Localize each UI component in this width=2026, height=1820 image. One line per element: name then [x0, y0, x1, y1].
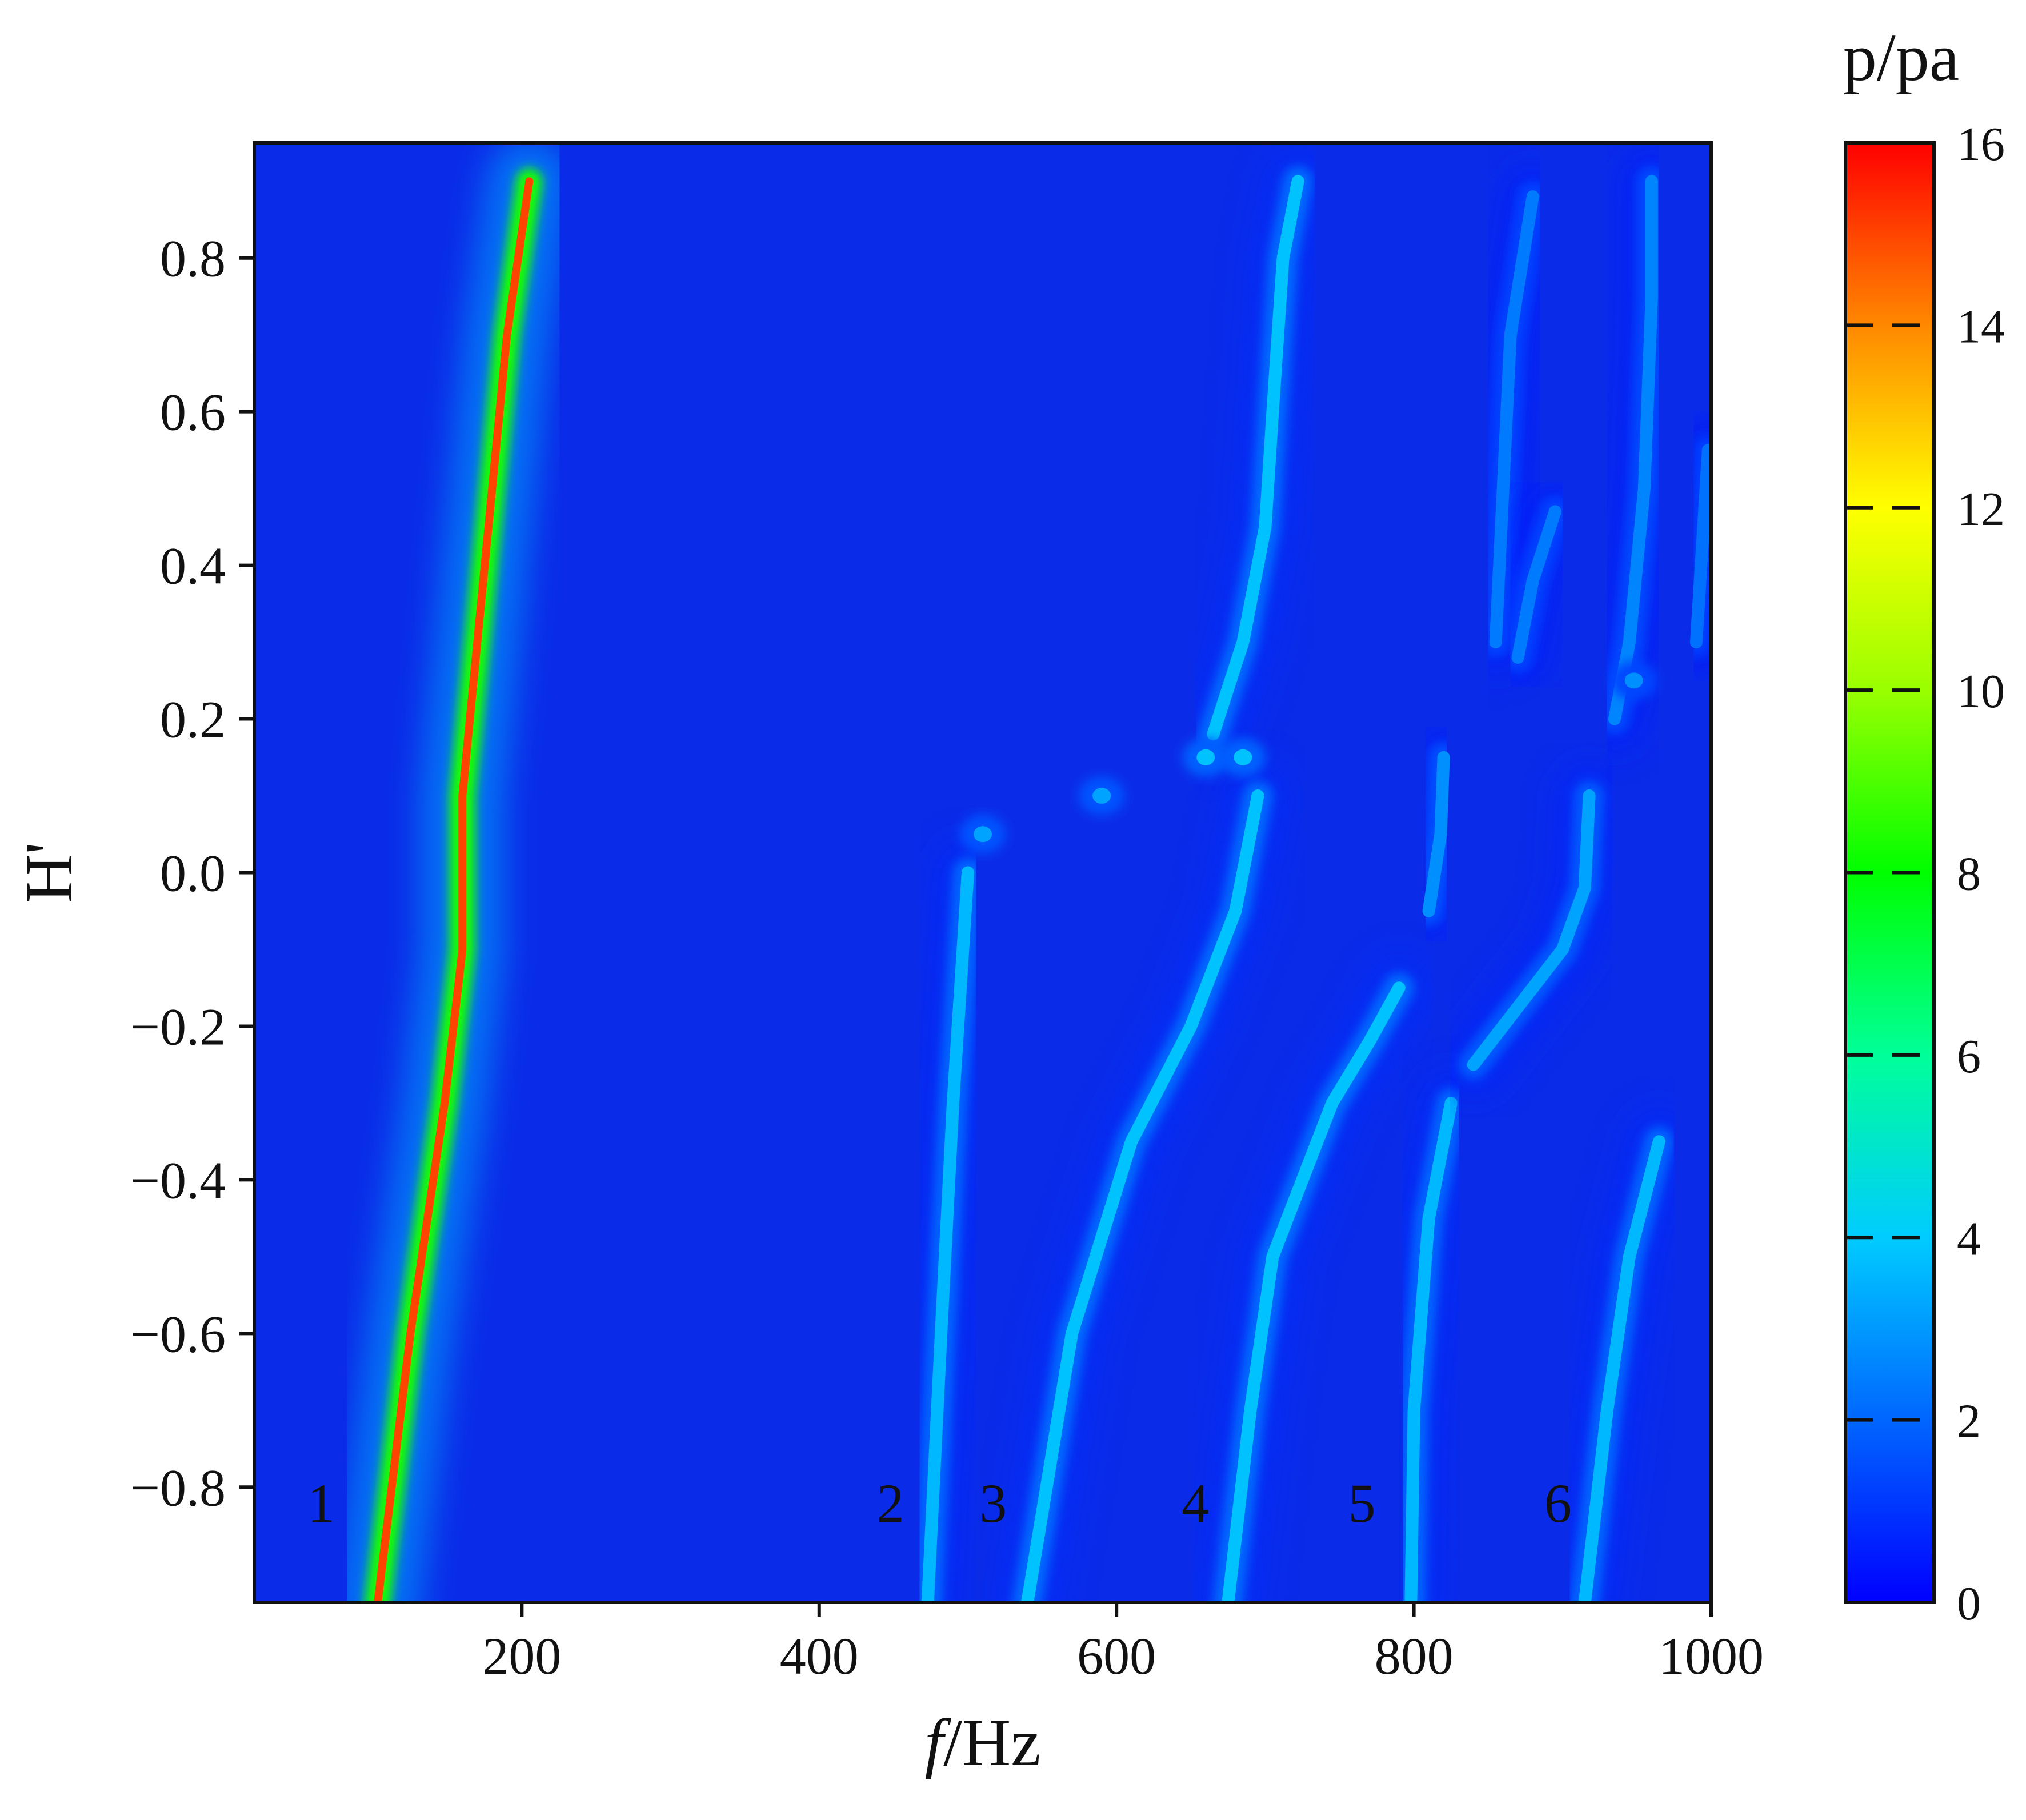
y-tick-label: −0.2	[130, 997, 226, 1056]
mode-label: 6	[1544, 1473, 1572, 1534]
mode-5-branch-ridge	[1439, 761, 1624, 1099]
spot-3-top	[960, 815, 1006, 854]
x-tick-label: 400	[780, 1627, 859, 1685]
x-tick-label: 200	[482, 1627, 561, 1685]
mode-label: 3	[979, 1473, 1007, 1534]
x-axis: 200 400 600 800 1000	[482, 1602, 1764, 1685]
spot-3-mid	[1079, 776, 1125, 816]
y-tick-label: −0.8	[130, 1458, 226, 1517]
spot-6-top	[1611, 661, 1657, 700]
colorbar-frame	[1844, 141, 1936, 1604]
x-axis-title-unit: /Hz	[943, 1705, 1040, 1780]
mode-label: 4	[1182, 1473, 1209, 1534]
y-tick-label: 0.8	[160, 230, 226, 288]
colorbar-tick-label: 6	[1957, 1030, 1981, 1083]
colorbar-title: p/pa	[1843, 20, 1959, 95]
upper-right-ridge-d	[1483, 477, 1589, 692]
y-tick-label: −0.4	[130, 1151, 226, 1209]
mode-1-ridge	[335, 143, 572, 1602]
mode-label: 2	[877, 1473, 904, 1534]
plot-area	[253, 141, 1713, 1604]
mode-4-ridge	[1194, 953, 1434, 1602]
colorbar-tick-label: 14	[1957, 300, 2005, 353]
y-tick-label: −0.6	[130, 1305, 226, 1363]
mode-label: 1	[307, 1473, 335, 1534]
mode-labels: 1 2 3 4 5 6	[307, 1473, 1572, 1534]
x-tick-label: 800	[1375, 1627, 1454, 1685]
colorbar-tick-label: 8	[1957, 848, 1981, 901]
spot-3-join	[1183, 737, 1229, 777]
intensity-ridges	[335, 143, 1711, 1602]
colorbar-tick-label: 16	[1957, 118, 2005, 171]
colorbar-tick-label: 0	[1957, 1577, 1981, 1630]
spot-3-knee	[1220, 737, 1266, 777]
colorbar-tick-label: 4	[1957, 1212, 1981, 1265]
upper-right-ridge-c	[1662, 415, 1711, 677]
mode-label: 5	[1348, 1473, 1376, 1534]
mode-2-ridge	[893, 838, 1002, 1602]
y-axis-title: H'	[11, 842, 86, 903]
colorbar: 0 2 4 6 8 10 12 14 16 p/pa	[1843, 20, 2005, 1630]
x-axis-title: f/Hz	[924, 1705, 1040, 1780]
upper-right-ridge-a	[1461, 162, 1567, 677]
mode-6-ridge	[1550, 1107, 1693, 1602]
mode-5-upper-ridge	[1394, 723, 1478, 945]
x-tick-label: 600	[1077, 1627, 1156, 1685]
mode-3-ridge	[993, 761, 1292, 1602]
y-tick-label: 0.6	[160, 383, 226, 442]
colorbar-ticks: 0 2 4 6 8 10 12 14 16	[1845, 118, 2005, 1630]
y-tick-label: 0.4	[160, 537, 226, 595]
y-axis: 0.8 0.6 0.4 0.2 0.0 −0.2 −0.4 −0.6 −0.8	[130, 230, 254, 1517]
mode-5-ridge	[1376, 1068, 1486, 1602]
y-tick-label: 0.2	[160, 691, 226, 749]
colorbar-tick-label: 2	[1957, 1395, 1981, 1448]
mode-3-upper-ridge	[1179, 147, 1332, 769]
colorbar-tick-label: 12	[1957, 483, 2005, 536]
x-tick-label: 1000	[1659, 1627, 1764, 1685]
upper-right-ridge-b	[1580, 147, 1686, 753]
colorbar-tick-label: 10	[1957, 665, 2005, 718]
y-tick-label: 0.0	[160, 844, 226, 903]
